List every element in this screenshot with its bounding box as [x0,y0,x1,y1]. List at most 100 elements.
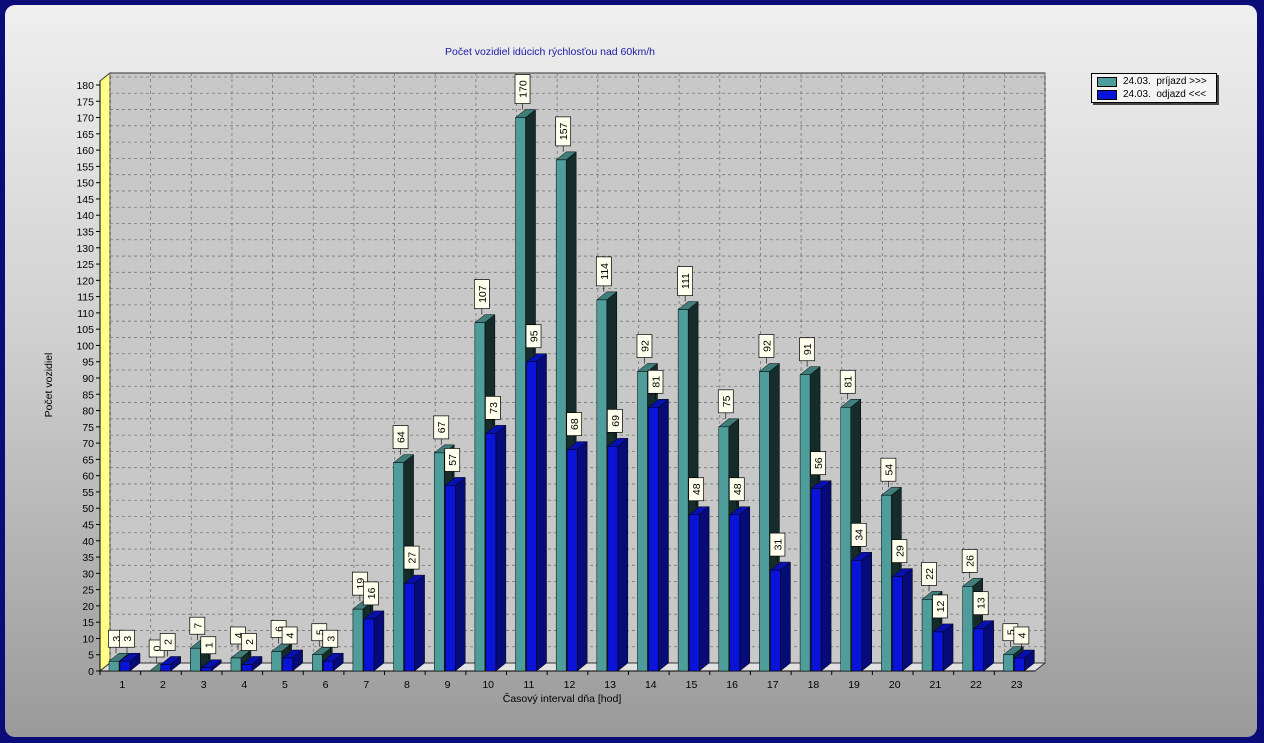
data-label-odjazd-15: 48 [688,477,704,502]
bar-front [759,371,770,672]
y-tick-label: 110 [77,308,94,320]
data-label-text: 12 [935,600,947,612]
data-label-box [728,477,745,502]
bar-front [352,608,364,672]
x-tick-label: 1 [119,679,125,691]
bar-front [312,654,323,672]
data-label-box [636,334,653,358]
data-label-box [921,562,937,586]
data-label-prijazd-9: 67 [433,415,450,440]
chart-title: Počet vozidiel idúcich rýchlosťou nad 60… [445,46,655,58]
data-label-box [525,324,542,349]
bar-front [892,576,903,672]
bar-front [230,657,242,672]
bar-odjazd-21 [932,623,954,672]
data-label-odjazd-5: 4 [281,626,298,645]
data-label-text: 13 [976,597,988,609]
data-label-prijazd-11: 170 [514,74,531,104]
y-axis-label: Počet vozidiel [43,353,55,418]
bar-front [515,117,526,672]
y-tick-label: 40 [82,536,94,548]
data-label-prijazd-12: 157 [555,116,572,147]
data-label-box [200,636,217,655]
data-label-prijazd-13: 114 [595,256,612,287]
x-tick-label: 19 [848,679,860,691]
x-tick-label: 12 [564,679,576,691]
y-tick-label: 170 [76,113,94,125]
x-tick-label: 13 [604,679,616,691]
y-tick-label: 180 [76,80,94,92]
data-label-box [850,522,867,547]
data-label-box [392,425,409,449]
data-label-box [281,626,298,645]
left-wall [99,71,111,673]
y-tick-label: 10 [82,633,94,645]
data-label-box [606,409,623,433]
y-tick-label: 0 [88,666,94,678]
bar-odjazd-19 [851,551,873,672]
data-label-odjazd-10: 73 [485,395,501,420]
data-label-box [839,369,856,394]
x-tick-label: 20 [889,679,901,691]
bar-odjazd-7 [363,610,385,672]
bar-side [698,506,710,672]
chart-canvas: 0510152025303540455055606570758085909510… [43,46,1047,705]
bar-front [799,374,811,672]
y-tick-label: 85 [82,389,94,401]
bar-odjazd-23 [1013,649,1036,672]
bar-front [1014,657,1025,672]
y-tick-label: 145 [76,194,94,206]
data-label-box [677,266,693,296]
bar-front [566,449,578,672]
x-tick-label: 14 [645,679,657,691]
data-label-text: 0 [152,645,164,651]
y-tick-label: 175 [76,96,94,108]
data-label-text: 2 [244,639,256,645]
bar-side [902,568,913,672]
bar-front [108,660,120,672]
bar-front [962,586,973,672]
bar-front [241,664,253,672]
bar-front [932,631,944,672]
bar-front [526,361,537,672]
data-label-box [485,395,501,420]
data-label-prijazd-16: 75 [717,389,734,414]
data-label-text: 4 [285,632,297,638]
legend-item-odjazd: 24.03. odjazd <<< [1092,88,1216,101]
x-tick-label: 21 [930,679,942,691]
y-tick-label: 60 [82,471,94,483]
x-axis-label: Časový interval dňa [hod] [503,692,622,705]
bar-side [739,506,751,672]
data-label-text: 95 [529,330,541,342]
x-tick-label: 23 [1011,679,1023,691]
x-tick-label: 6 [323,679,329,691]
bar-front [433,452,445,672]
data-label-box [961,549,978,573]
data-label-text: 54 [883,464,895,476]
data-label-prijazd-15: 111 [677,266,693,296]
bar-odjazd-5 [281,649,304,672]
data-label-box [810,451,826,476]
bar-front [688,514,700,672]
data-label-odjazd-14: 81 [647,369,664,394]
data-label-text: 22 [924,568,936,580]
data-label-odjazd-4: 2 [241,633,257,651]
data-label-box [363,581,379,606]
bar-front [596,299,608,672]
bar-front [921,599,933,672]
bar-front [881,494,892,672]
data-label-odjazd-17: 31 [769,532,786,557]
bar-front [648,407,659,672]
legend-label-prijazd: 24.03. príjazd >>> [1123,76,1207,87]
bar-side [414,574,425,672]
bar-front [393,462,404,672]
data-label-odjazd-18: 56 [810,451,826,476]
y-tick-label: 15 [82,617,94,629]
x-tick-label: 15 [686,679,698,691]
bar-side [536,353,547,672]
data-label-odjazd-20: 29 [891,539,908,563]
bar-front [474,322,486,672]
legend-item-prijazd: 24.03. príjazd >>> [1092,75,1216,88]
data-label-box [444,448,461,472]
bar-front [1003,654,1014,672]
